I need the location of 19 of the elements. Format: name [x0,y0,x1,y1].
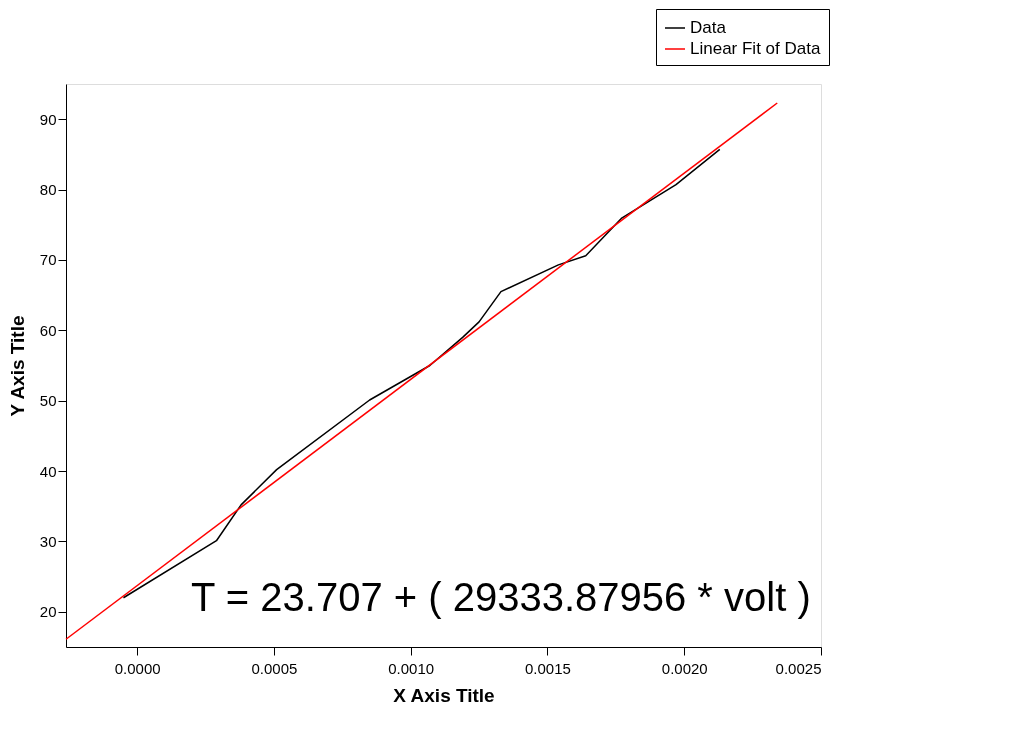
legend-label: Data [690,18,727,37]
y-tick-label: 30 [39,532,57,550]
x-tick-label: 0.0005 [251,659,298,677]
y-tick-label: 80 [39,181,57,199]
annotation: T = 23.707 + ( 29333.87956 * volt ) [191,575,811,619]
x-tick-label: 0.0015 [525,659,571,677]
x-axis-title: X Axis Title [393,684,495,706]
legend-label: Linear Fit of Data [690,39,821,58]
x-tick-label: 0.0025 [775,659,822,677]
y-tick-label: 40 [39,462,57,480]
y-axis-title: Y Axis Title [6,315,28,417]
y-tick-label: 70 [39,251,57,269]
y-tick-label: 60 [39,321,57,339]
y-tick-label: 50 [39,392,57,410]
y-tick-label: 90 [39,110,57,128]
x-tick-label: 0.0020 [661,659,708,677]
x-tick-label: 0.0010 [388,659,435,677]
x-tick-label: 0.0000 [114,659,161,677]
y-tick-label: 20 [39,603,57,621]
